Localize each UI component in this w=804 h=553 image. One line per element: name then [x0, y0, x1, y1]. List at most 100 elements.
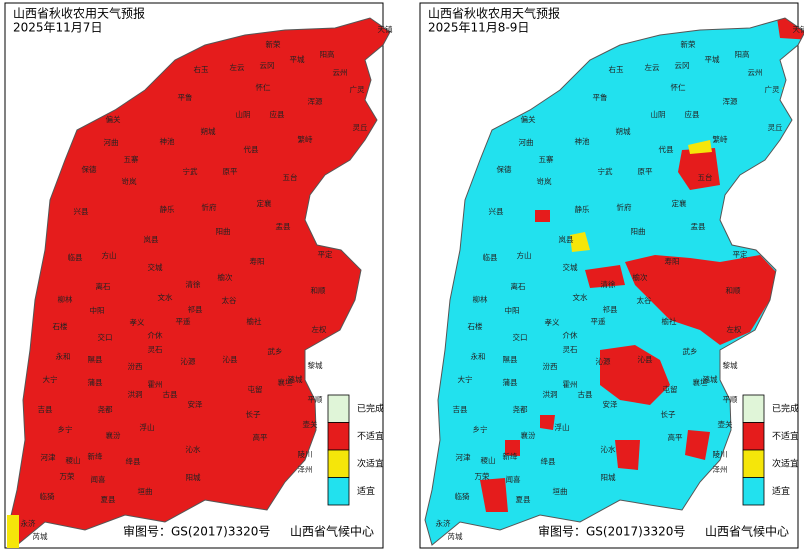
- county-label: 寿阳: [665, 256, 680, 266]
- county-label: 原平: [223, 167, 238, 176]
- county-label: 浮山: [555, 422, 570, 432]
- county-label: 永济: [436, 518, 451, 528]
- county-label: 清徐: [186, 279, 201, 289]
- county-label: 文水: [573, 292, 588, 302]
- county-label: 保德: [497, 164, 512, 174]
- county-label: 武乡: [268, 346, 283, 356]
- county-label: 芮城: [448, 531, 463, 541]
- county-label: 洪洞: [128, 389, 143, 399]
- county-label: 柳林: [58, 294, 73, 304]
- county-label: 方山: [102, 250, 117, 260]
- county-label: 临猗: [40, 491, 55, 501]
- county-label: 应县: [270, 109, 285, 119]
- county-label: 浑源: [308, 97, 323, 106]
- county-label: 盂县: [691, 222, 706, 231]
- county-label: 安泽: [603, 399, 618, 409]
- legend-label: 次适宜: [357, 458, 384, 470]
- county-label: 永和: [471, 351, 486, 361]
- county-label: 高平: [253, 432, 268, 442]
- county-label: 平城: [705, 55, 720, 64]
- county-label: 离石: [96, 281, 111, 291]
- legend-label: 适宜: [772, 485, 790, 497]
- county-label: 平顺: [308, 395, 323, 404]
- county-label: 长子: [246, 409, 261, 419]
- county-label: 灵石: [563, 345, 578, 354]
- county-label: 乡宁: [58, 424, 73, 434]
- county-label: 平鲁: [593, 92, 608, 102]
- county-label: 沁水: [186, 444, 201, 454]
- approval-number: 审图号：GS(2017)3320号: [123, 524, 270, 539]
- county-label: 汾西: [128, 362, 143, 371]
- county-label: 交口: [98, 332, 113, 342]
- county-label: 清徐: [601, 279, 616, 289]
- county-label: 绛县: [126, 456, 141, 466]
- region: [625, 255, 776, 345]
- county-label: 朔城: [616, 126, 631, 136]
- county-label: 怀仁: [256, 82, 271, 92]
- county-label: 定襄: [257, 198, 272, 208]
- county-label: 大宁: [43, 374, 58, 384]
- county-label: 五台: [698, 172, 713, 182]
- county-label: 孝义: [130, 318, 145, 327]
- county-label: 和顺: [726, 286, 741, 295]
- county-label: 云州: [748, 68, 763, 77]
- legend-label: 已完成: [772, 403, 799, 415]
- county-label: 介休: [563, 330, 578, 340]
- county-label: 兴县: [74, 207, 89, 216]
- county-label: 阳城: [601, 473, 616, 482]
- county-label: 屯留: [248, 384, 263, 394]
- county-label: 云州: [333, 68, 348, 77]
- county-label: 灵丘: [353, 123, 368, 132]
- county-label: 古县: [163, 389, 178, 399]
- region: [688, 140, 712, 154]
- agency: 山西省气候中心: [705, 524, 789, 539]
- county-label: 静乐: [575, 204, 590, 214]
- county-label: 沁水: [601, 444, 616, 454]
- county-label: 阳高: [320, 49, 335, 59]
- county-label: 高平: [668, 432, 683, 442]
- county-label: 临县: [483, 252, 498, 262]
- legend-swatch: [742, 477, 765, 506]
- legend-label: 不适宜: [357, 430, 384, 442]
- county-label: 石楼: [53, 321, 68, 331]
- county-label: 垣曲: [138, 486, 153, 496]
- county-label: 潞城: [703, 374, 718, 384]
- region: [570, 232, 590, 252]
- legend-swatch: [742, 394, 765, 423]
- county-label: 新绛: [503, 451, 518, 461]
- county-label: 沁县: [638, 354, 653, 364]
- county-label: 浮山: [140, 422, 155, 432]
- county-label: 榆社: [247, 316, 262, 326]
- county-label: 蒲县: [88, 377, 103, 387]
- county-label: 祁县: [603, 304, 618, 314]
- county-label: 忻府: [202, 202, 217, 212]
- county-label: 平定: [318, 249, 333, 259]
- legend-label: 适宜: [357, 485, 375, 497]
- legend-swatch: [742, 449, 765, 478]
- county-label: 右玉: [194, 64, 209, 74]
- county-label: 文水: [158, 292, 173, 302]
- county-label: 襄汾: [521, 430, 536, 440]
- county-label: 平遥: [176, 316, 191, 326]
- region: [600, 345, 670, 405]
- county-label: 霍州: [563, 380, 578, 389]
- region: [540, 415, 555, 430]
- county-label: 定襄: [672, 198, 687, 208]
- county-label: 和顺: [311, 286, 326, 295]
- county-label: 岚县: [144, 235, 159, 244]
- county-label: 原平: [638, 167, 653, 176]
- county-label: 尧都: [513, 404, 528, 414]
- county-label: 绛县: [541, 456, 556, 466]
- county-label: 稷山: [481, 455, 496, 465]
- province-map: [425, 18, 804, 545]
- county-label: 云冈: [260, 61, 275, 70]
- region: [615, 440, 640, 470]
- county-label: 中阳: [90, 305, 105, 315]
- county-label: 平定: [733, 249, 748, 259]
- county-label: 泽州: [713, 465, 728, 474]
- county-label: 襄垣: [693, 377, 708, 387]
- county-label: 代县: [659, 144, 674, 154]
- county-label: 霍州: [148, 380, 163, 389]
- county-label: 永济: [21, 518, 36, 528]
